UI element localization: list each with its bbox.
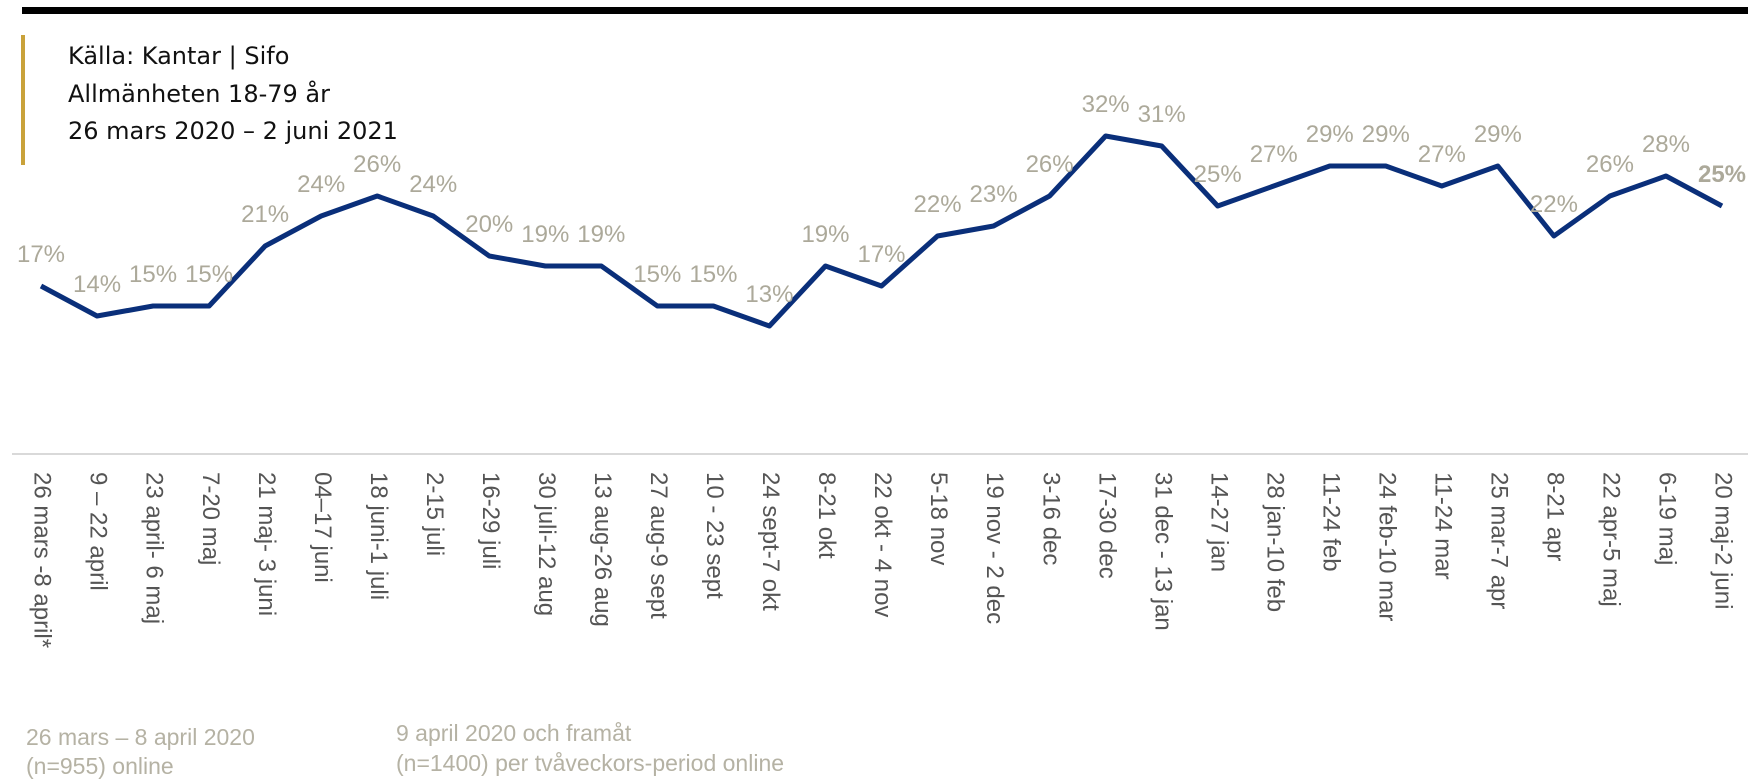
x-tick-label: 11-24 feb [1317, 472, 1344, 572]
x-tick-label: 8-21 okt [813, 472, 840, 559]
data-label: 15% [129, 261, 177, 288]
note: (n=1400) per tvåveckors-period online [396, 750, 784, 776]
note: (n=955) online [26, 753, 174, 779]
accent-bar [21, 35, 25, 165]
data-label: 15% [689, 261, 737, 288]
data-label: 20% [465, 211, 513, 238]
x-tick-label: 8-21 apr [1542, 472, 1569, 561]
x-tick-label: 24 feb-10 mar [1373, 472, 1400, 621]
x-tick-label: 23 april- 6 maj [141, 472, 168, 624]
data-label: 29% [1474, 121, 1522, 148]
data-label: 14% [73, 271, 121, 298]
x-tick-label: 25 mar-7 apr [1486, 472, 1513, 609]
source-line: Källa: Kantar | Sifo [68, 42, 289, 70]
data-label: 29% [1362, 121, 1410, 148]
x-tick-label: 18 juni-1 juli [365, 472, 392, 600]
data-label: 24% [409, 171, 457, 198]
data-label: 15% [185, 261, 233, 288]
top-bar [22, 7, 1748, 14]
x-tick-label: 3-16 dec [1037, 472, 1064, 565]
data-label: 19% [801, 221, 849, 248]
x-tick-label: 10 - 23 sept [701, 472, 728, 599]
x-tick-label: 26 mars -8 april* [29, 472, 56, 648]
data-label: 22% [914, 191, 962, 218]
data-label: 17% [17, 241, 65, 268]
x-tick-label: 7-20 maj [197, 472, 224, 565]
x-tick-label: 30 juli-12 aug [533, 472, 560, 616]
data-label: 22% [1530, 191, 1578, 218]
x-tick-label: 31 dec - 13 jan [1149, 472, 1176, 631]
data-label: 19% [577, 221, 625, 248]
source-line: 26 mars 2020 – 2 juni 2021 [68, 117, 398, 145]
x-tick-label: 9 – 22 april [85, 472, 112, 591]
x-tick-label: 16-29 juli [477, 472, 504, 569]
x-tick-label: 13 aug-26 aug [589, 472, 616, 627]
note: 9 april 2020 och framåt [396, 720, 632, 746]
x-tick-label: 17-30 dec [1093, 472, 1120, 579]
x-tick-label: 20 maj-2 juni [1710, 472, 1737, 609]
data-label: 19% [521, 221, 569, 248]
data-label: 28% [1642, 131, 1690, 158]
data-label: 13% [745, 281, 793, 308]
x-tick-label: 6-19 maj [1654, 472, 1681, 565]
x-tick-label: 5-18 nov [925, 472, 952, 565]
x-tick-label: 11-24 mar [1429, 472, 1456, 580]
data-label: 27% [1250, 141, 1298, 168]
x-tick-label: 22 okt - 4 nov [869, 472, 896, 617]
source-line: Allmänheten 18-79 år [68, 79, 330, 108]
data-label: 23% [970, 181, 1018, 208]
x-tick-label: 14-27 jan [1205, 472, 1232, 572]
data-label: 17% [857, 241, 905, 268]
data-label: 21% [241, 201, 289, 228]
data-label: 26% [353, 151, 401, 178]
data-label: 25% [1698, 161, 1746, 188]
data-label: 26% [1026, 151, 1074, 178]
x-tick-label: 2-15 juli [421, 472, 448, 556]
x-tick-label: 21 maj- 3 juni [253, 472, 280, 616]
data-label: 26% [1586, 151, 1634, 178]
x-tick-label: 27 aug-9 sept [645, 472, 672, 619]
note: 26 mars – 8 april 2020 [26, 724, 255, 750]
data-label: 15% [633, 261, 681, 288]
x-tick-label: 28 jan-10 feb [1261, 472, 1288, 612]
data-label: 25% [1194, 161, 1242, 188]
x-tick-label: 24 sept-7 okt [757, 472, 784, 611]
data-label: 31% [1138, 101, 1186, 128]
data-label: 27% [1418, 141, 1466, 168]
data-line [39, 133, 1724, 329]
x-tick-label: 04–17 juni [309, 472, 336, 583]
x-tick-label: 22 apr-5 maj [1598, 472, 1625, 607]
data-label: 32% [1082, 91, 1130, 118]
data-label: 29% [1306, 121, 1354, 148]
x-tick-label: 19 nov - 2 dec [981, 472, 1008, 624]
data-label: 24% [297, 171, 345, 198]
